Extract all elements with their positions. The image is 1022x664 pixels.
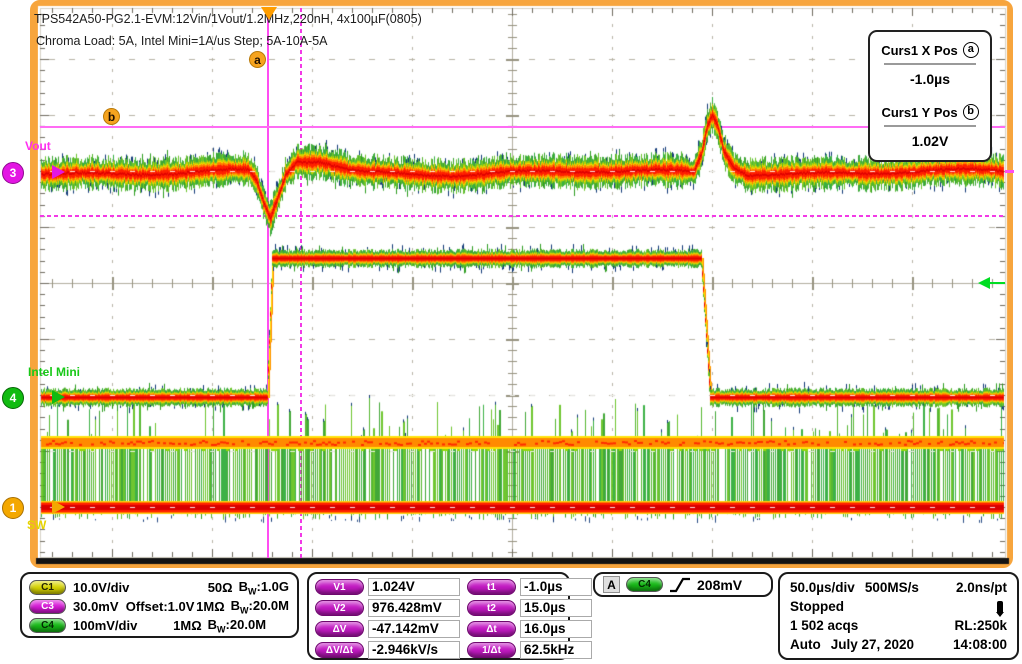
time-label: 14:08:00: [952, 637, 1007, 652]
t1-value: -1.0µs: [520, 578, 592, 596]
x-cursor-2-line[interactable]: [300, 8, 302, 558]
inv-dt-value: 62.5kHz: [520, 641, 592, 659]
divider: [884, 63, 976, 65]
trigger-mode-box[interactable]: A: [603, 576, 620, 593]
dv-value: -47.142mV: [368, 620, 460, 638]
timebase-row-3: 1 502 acqs RL:250k: [790, 616, 1007, 635]
dvdt-value: -2.946kV/s: [368, 641, 460, 659]
trigger-level-line: [990, 282, 1005, 284]
cursor-x-badge-icon: a: [962, 42, 979, 58]
channel-c1-pill[interactable]: C1: [29, 580, 66, 595]
dt-pill[interactable]: Δt: [467, 621, 516, 637]
c1-bandwidth: BW:1.0G: [238, 578, 289, 597]
v1-value: 1.024V: [368, 578, 460, 596]
trigger-level-arrow[interactable]: [978, 277, 990, 289]
cursor-y-badge-icon: b: [962, 104, 979, 120]
rising-edge-icon: [670, 577, 690, 592]
v1-pill[interactable]: V1: [315, 579, 364, 595]
channel-3-position-marker[interactable]: 3: [2, 162, 24, 184]
divider: [884, 125, 976, 127]
channel-4-arrow-icon: [52, 390, 65, 404]
annotation-line-1: TPS542A50-PG2.1-EVM:12Vin/1Vout/1.2MHz,2…: [34, 12, 422, 26]
cursor-y-value: 1.02V: [911, 133, 949, 149]
record-length: RL:250k: [954, 618, 1007, 633]
channel-1-position-marker[interactable]: 1: [2, 497, 24, 519]
cursor-measurement-panel[interactable]: V1 1.024V V2 976.428mV ΔV -47.142mV ΔV/Δt -2…: [307, 572, 592, 660]
c4-bandwidth: BW:20.0M: [207, 616, 267, 635]
cursor-a-badge[interactable]: a: [249, 51, 266, 68]
c3-bandwidth: BW:20.0M: [230, 597, 289, 616]
channel-row-c4[interactable]: C4 100mV/div 1MΩ BW:20.0M: [29, 616, 289, 635]
timebase-row-1: 50.0µs/div 500MS/s 2.0ns/pt: [790, 578, 1007, 597]
trigger-descriptor-panel[interactable]: A C4 208mV: [593, 572, 773, 597]
trigger-mode-label: Auto: [790, 637, 821, 652]
inv-dt-pill[interactable]: 1/Δt: [467, 642, 516, 658]
trace-label-intel-mini: Intel Mini: [28, 365, 80, 379]
timebase-scale: 50.0µs/div: [790, 580, 855, 595]
channel-row-c1[interactable]: C1 10.0V/div 50Ω BW:1.0G: [29, 578, 289, 597]
sample-resolution: 2.0ns/pt: [955, 580, 1007, 595]
t1-pill[interactable]: t1: [467, 579, 516, 595]
cursor-y-label: Curs1 Y Pos: [881, 104, 958, 120]
scope-display-frame: [30, 0, 1013, 568]
trigger-level-value: 208mV: [697, 576, 743, 593]
v2-value: 976.428mV: [368, 599, 460, 617]
c4-impedance: 1MΩ: [173, 618, 202, 633]
c3-impedance: 1MΩ: [196, 599, 225, 614]
dvdt-pill[interactable]: ΔV/Δt: [315, 642, 364, 658]
channel-c3-pill[interactable]: C3: [29, 599, 66, 614]
c1-impedance: 50Ω: [207, 580, 233, 595]
channel-3-arrow-icon: [52, 165, 65, 179]
cursor-b-badge[interactable]: b: [103, 108, 120, 125]
date-label: July 27, 2020: [830, 637, 915, 652]
trace-label-vout: Vout: [25, 139, 51, 153]
trigger-source-pill[interactable]: C4: [626, 577, 663, 592]
cursor-y-title: Curs1 Y Pos b: [881, 104, 979, 120]
cursor-x-label: Curs1 X Pos: [881, 42, 958, 58]
timebase-panel[interactable]: 50.0µs/div 500MS/s 2.0ns/pt Stopped 1 50…: [778, 572, 1019, 660]
t2-pill[interactable]: t2: [467, 600, 516, 616]
voltage-measurements: V1 1.024V V2 976.428mV ΔV -47.142mV ΔV/Δt -2…: [315, 578, 460, 659]
channel-3-offset-tick: [1005, 170, 1014, 173]
timebase-row-2: Stopped: [790, 597, 1007, 617]
v2-pill[interactable]: V2: [315, 600, 364, 616]
channel-descriptor-panel[interactable]: C1 10.0V/div 50Ω BW:1.0G C3 30.0mV Offse…: [20, 572, 299, 638]
c1-scale: 10.0V/div: [73, 580, 130, 595]
channel-row-c3[interactable]: C3 30.0mV Offset:1.0V 1MΩ BW:20.0M: [29, 597, 289, 616]
acquisition-count: 1 502 acqs: [790, 618, 859, 633]
timebase-row-4: Auto July 27, 2020 14:08:00: [790, 635, 1007, 654]
x-cursor-1-line[interactable]: [267, 8, 269, 558]
cursor-readout-box: Curs1 X Pos a -1.0µs Curs1 Y Pos b 1.02V: [868, 30, 992, 162]
c4-scale: 100mV/div: [73, 618, 138, 633]
trace-label-sw: SW: [27, 518, 47, 532]
dv-pill[interactable]: ΔV: [315, 621, 364, 637]
sample-rate: 500MS/s: [864, 580, 919, 595]
channel-c4-pill[interactable]: C4: [29, 618, 66, 633]
y-cursor-1-line[interactable]: [40, 126, 1005, 128]
annotation-line-2: Chroma Load: 5A, Intel Mini=1A/us Step; …: [36, 34, 328, 48]
cursor-x-value: -1.0µs: [910, 71, 950, 87]
y-cursor-2-line[interactable]: [40, 215, 1005, 217]
t2-value: 15.0µs: [520, 599, 592, 617]
cursor-x-title: Curs1 X Pos a: [881, 42, 979, 58]
dt-value: 16.0µs: [520, 620, 592, 638]
acquisition-status: Stopped: [790, 599, 844, 614]
trigger-position-marker[interactable]: [261, 7, 277, 20]
time-measurements: t1 -1.0µs t2 15.0µs Δt 16.0µs 1/Δt 62.5kHz: [467, 578, 592, 659]
channel-4-position-marker[interactable]: 4: [2, 387, 24, 409]
channel-1-arrow-icon: [52, 500, 65, 514]
trigger-pen-icon: [996, 601, 1004, 617]
c3-scale: 30.0mV Offset:1.0V: [73, 599, 195, 614]
